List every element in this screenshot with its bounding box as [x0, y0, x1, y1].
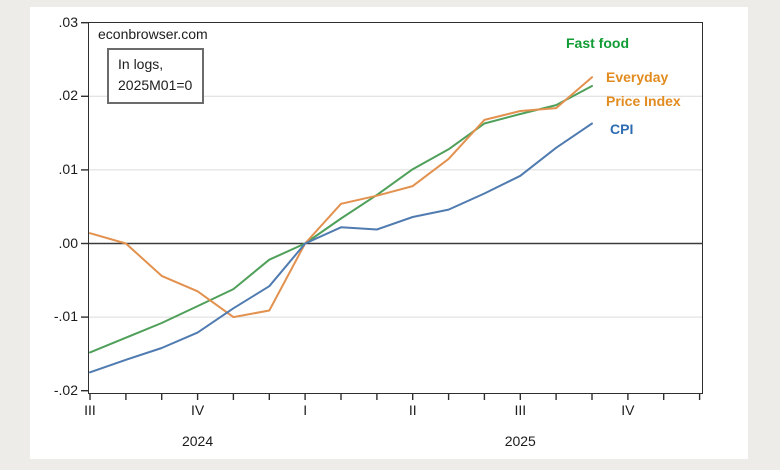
- note-line-2: 2025M01=0: [118, 77, 193, 93]
- x-quarter-label: III: [514, 402, 527, 418]
- legend-label-epi-line1: Everyday: [606, 69, 669, 85]
- legend-label-cpi: CPI: [610, 121, 634, 137]
- x-quarter-label: IV: [190, 402, 205, 418]
- note-line-1: In logs,: [118, 56, 164, 72]
- y-tick-label: .03: [58, 13, 78, 30]
- y-tick-label: .02: [58, 87, 78, 104]
- series-cpi-line: [89, 122, 593, 374]
- x-quarter-label: I: [303, 402, 308, 418]
- series-fast_food-line: [89, 85, 593, 354]
- y-tick-label: -.02: [53, 381, 78, 398]
- series-epi-line: [89, 76, 593, 319]
- x-quarter-label: II: [408, 402, 417, 418]
- x-year-label: 2024: [181, 433, 214, 449]
- y-tick-label: .01: [58, 160, 78, 177]
- y-tick-label: .00: [58, 234, 78, 251]
- site-watermark: econbrowser.com: [98, 26, 208, 42]
- legend-label-epi-line2: Price Index: [606, 93, 681, 109]
- y-tick-label: -.01: [53, 308, 78, 325]
- x-quarter-label: III: [84, 402, 96, 418]
- x-quarter-label: IV: [621, 402, 635, 418]
- x-year-label: 2025: [504, 433, 536, 449]
- note-box: In logs, 2025M01=0: [107, 48, 205, 104]
- legend-label-fast-food: Fast food: [566, 35, 629, 51]
